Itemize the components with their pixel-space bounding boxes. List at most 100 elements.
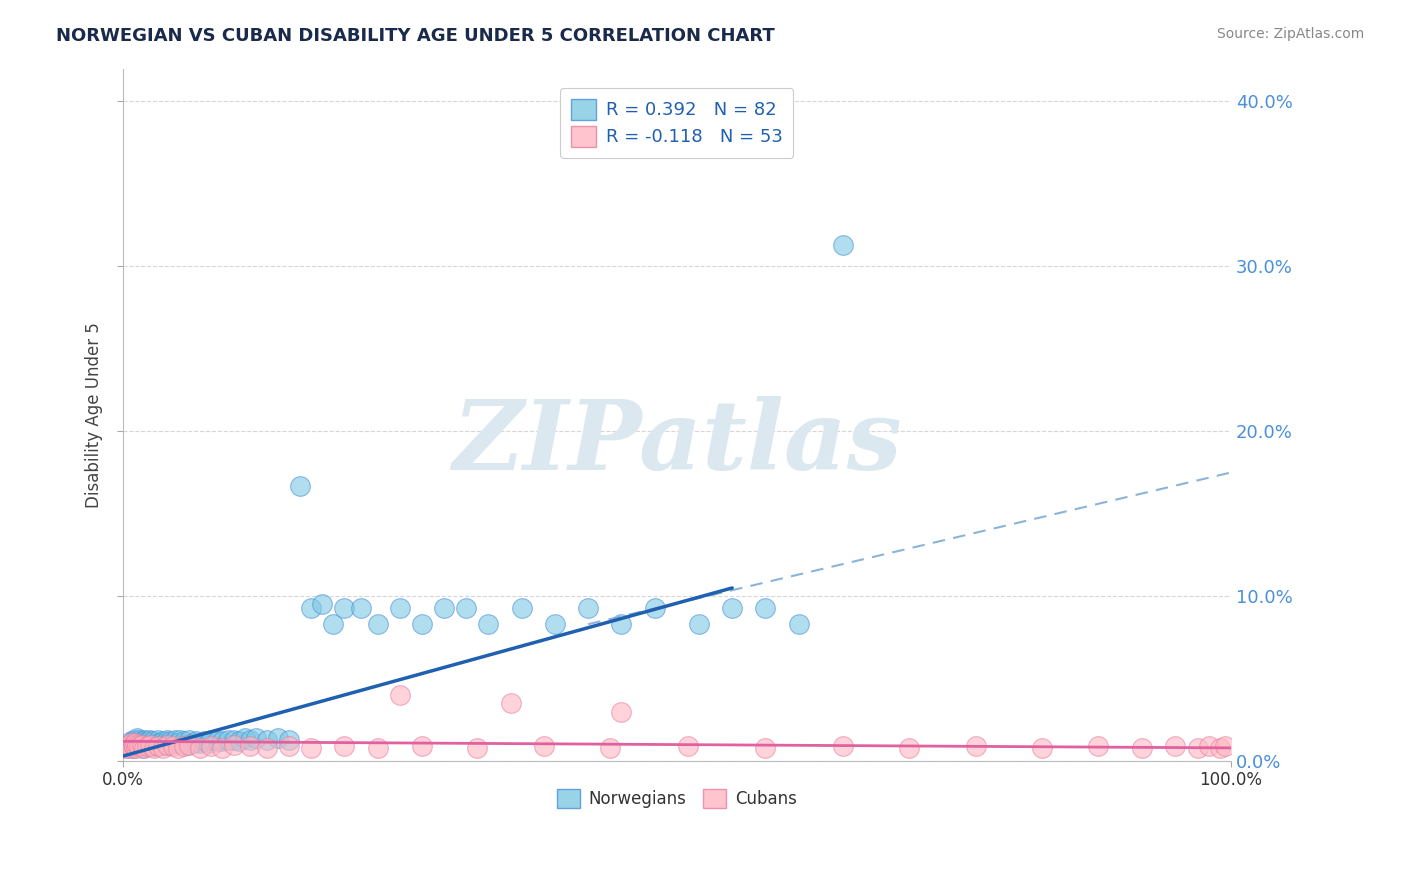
Point bbox=[1164, 739, 1187, 754]
Point bbox=[167, 740, 190, 755]
Point bbox=[411, 739, 433, 754]
Point bbox=[148, 736, 170, 750]
Point bbox=[121, 736, 143, 750]
Point bbox=[211, 734, 233, 748]
Point bbox=[499, 697, 522, 711]
Point bbox=[131, 740, 153, 755]
Point bbox=[125, 740, 148, 755]
Point bbox=[388, 600, 411, 615]
Point bbox=[136, 739, 159, 754]
Point bbox=[169, 732, 191, 747]
Point bbox=[721, 600, 744, 615]
Point bbox=[217, 732, 239, 747]
Point bbox=[163, 732, 186, 747]
Point bbox=[200, 739, 222, 754]
Point bbox=[1213, 739, 1236, 754]
Text: NORWEGIAN VS CUBAN DISABILITY AGE UNDER 5 CORRELATION CHART: NORWEGIAN VS CUBAN DISABILITY AGE UNDER … bbox=[56, 27, 775, 45]
Point bbox=[239, 732, 262, 747]
Point bbox=[1031, 740, 1053, 755]
Point bbox=[610, 705, 633, 719]
Point bbox=[117, 740, 139, 755]
Point bbox=[1198, 739, 1220, 754]
Point bbox=[388, 688, 411, 702]
Point bbox=[127, 731, 149, 745]
Point bbox=[610, 617, 633, 632]
Point bbox=[167, 736, 190, 750]
Point bbox=[138, 736, 160, 750]
Point bbox=[122, 732, 145, 747]
Point bbox=[278, 739, 301, 754]
Point bbox=[533, 739, 555, 754]
Point bbox=[179, 738, 201, 752]
Point bbox=[754, 740, 776, 755]
Point bbox=[136, 739, 159, 754]
Point bbox=[188, 736, 211, 750]
Point bbox=[1209, 740, 1232, 755]
Point bbox=[222, 732, 245, 747]
Point bbox=[367, 617, 389, 632]
Point bbox=[193, 734, 215, 748]
Point bbox=[162, 736, 184, 750]
Point bbox=[256, 740, 278, 755]
Point bbox=[787, 617, 810, 632]
Point bbox=[179, 732, 201, 747]
Point bbox=[245, 731, 267, 745]
Point bbox=[135, 738, 157, 752]
Point bbox=[211, 740, 233, 755]
Point bbox=[153, 736, 176, 750]
Point bbox=[311, 598, 333, 612]
Point bbox=[125, 738, 148, 752]
Point bbox=[120, 736, 142, 750]
Y-axis label: Disability Age Under 5: Disability Age Under 5 bbox=[86, 322, 103, 508]
Point bbox=[832, 739, 855, 754]
Point bbox=[131, 738, 153, 752]
Point bbox=[127, 739, 149, 754]
Point bbox=[1187, 740, 1209, 755]
Point bbox=[152, 740, 174, 755]
Point bbox=[898, 740, 921, 755]
Point bbox=[222, 738, 245, 752]
Point bbox=[510, 600, 533, 615]
Point bbox=[156, 738, 179, 752]
Point bbox=[205, 734, 228, 748]
Point bbox=[433, 600, 456, 615]
Point bbox=[544, 617, 567, 632]
Point bbox=[139, 732, 162, 747]
Point bbox=[157, 738, 180, 752]
Point bbox=[176, 738, 198, 752]
Point bbox=[142, 734, 165, 748]
Point bbox=[148, 732, 170, 747]
Point bbox=[184, 734, 207, 748]
Point bbox=[299, 740, 322, 755]
Point bbox=[124, 736, 146, 750]
Point bbox=[142, 740, 165, 755]
Point bbox=[832, 238, 855, 252]
Point bbox=[278, 732, 301, 747]
Point bbox=[121, 738, 143, 752]
Point bbox=[197, 736, 219, 750]
Point bbox=[465, 740, 488, 755]
Point bbox=[256, 732, 278, 747]
Text: ZIPatlas: ZIPatlas bbox=[451, 395, 901, 490]
Point bbox=[118, 739, 141, 754]
Point bbox=[120, 734, 142, 748]
Point bbox=[128, 739, 150, 754]
Point bbox=[127, 738, 149, 752]
Point bbox=[132, 736, 155, 750]
Point bbox=[128, 736, 150, 750]
Point bbox=[688, 617, 710, 632]
Point bbox=[122, 739, 145, 754]
Legend: Norwegians, Cubans: Norwegians, Cubans bbox=[550, 782, 803, 815]
Point bbox=[1130, 740, 1153, 755]
Point bbox=[676, 739, 699, 754]
Point bbox=[162, 739, 184, 754]
Point bbox=[188, 740, 211, 755]
Point bbox=[152, 734, 174, 748]
Point bbox=[288, 479, 311, 493]
Point bbox=[150, 738, 173, 752]
Point bbox=[121, 740, 143, 755]
Point bbox=[181, 736, 204, 750]
Point bbox=[173, 739, 195, 754]
Point bbox=[322, 617, 344, 632]
Point bbox=[156, 732, 179, 747]
